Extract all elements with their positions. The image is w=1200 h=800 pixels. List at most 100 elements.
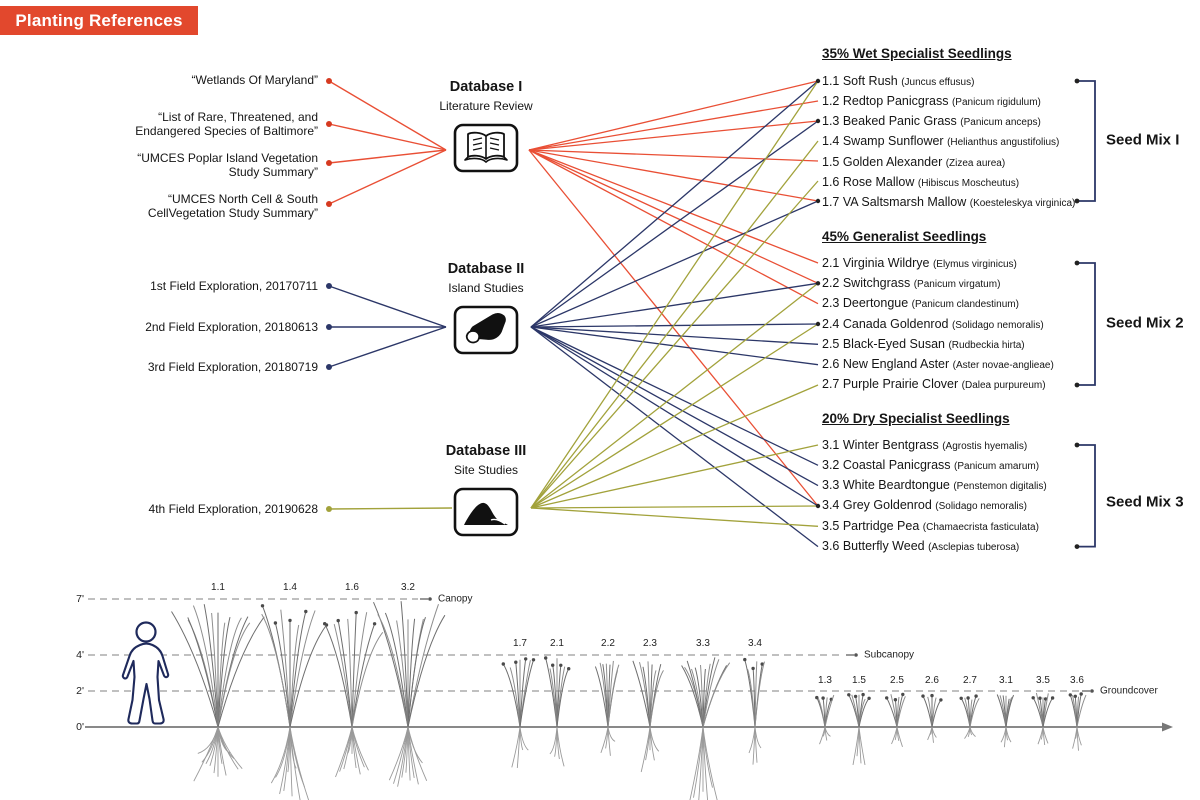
plant-illustration-3.1 (1005, 694, 1015, 728)
plant-flower (1068, 693, 1073, 697)
connection-line (530, 323, 819, 509)
plant-illustration-3.3 (702, 659, 720, 728)
plant-flower (760, 662, 764, 666)
connection-line (530, 326, 819, 366)
open-book-icon (453, 123, 519, 173)
axis-label-7ft: 7' (76, 593, 84, 605)
plant-roots-1.4 (289, 726, 310, 800)
connection-line (530, 200, 819, 328)
plant-illustration-3.2 (400, 601, 409, 728)
plant-illustration-3.6 (1076, 694, 1087, 728)
plant-illustration-2.1 (556, 668, 570, 728)
connection-line (530, 120, 819, 328)
connection-line (528, 149, 819, 284)
connection-line (528, 149, 819, 507)
plant-label-1.7: 1.7 (513, 638, 527, 649)
database-1: Database I Literature Review (396, 79, 576, 173)
plant-roots-2.2 (607, 726, 616, 742)
seedling-item-1.1: 1.1 Soft Rush (Juncus effusus) (822, 73, 975, 88)
plant-illustration-1.1 (187, 617, 219, 728)
seedling-item-3.1: 3.1 Winter Bentgrass (Agrostis hyemalis) (822, 437, 1028, 452)
connection-line (528, 100, 819, 151)
zone-label-canopy: Canopy (438, 593, 473, 605)
plant-label-3.6: 3.6 (1070, 675, 1084, 686)
plant-flower (336, 618, 340, 623)
plant-roots-1.5 (858, 726, 866, 765)
plant-label-1.3: 1.3 (818, 675, 832, 686)
plant-illustration-1.4 (289, 610, 316, 728)
plant-flower (815, 695, 819, 700)
plant-illustration-2.2 (607, 664, 620, 728)
seedling-item-2.2: 2.2 Switchgrass (Panicum virgatum) (822, 275, 1001, 290)
plant-roots-3.2 (407, 726, 423, 764)
plant-roots-2.3 (640, 726, 651, 773)
plant-illustration-3.3 (702, 665, 728, 728)
plant-flower (885, 696, 889, 700)
connection-line (530, 140, 819, 509)
seedling-item-2.4: 2.4 Canada Goldenrod (Solidago nemoralis… (822, 316, 1044, 331)
seedling-item-2.7: 2.7 Purple Prairie Clover (Dalea purpure… (822, 377, 1046, 392)
convergence-dot (815, 321, 821, 327)
plant-label-2.5: 2.5 (890, 675, 904, 686)
seedling-item-1.4: 1.4 Swamp Sunflower (Helianthus angustif… (822, 134, 1060, 149)
plant-roots-3.4 (754, 726, 762, 749)
connection-line (528, 149, 819, 305)
dry-seedlings-list: 3.1 Winter Bentgrass (Agrostis hyemalis)… (822, 435, 1100, 557)
plant-flower (974, 694, 978, 698)
plant-illustration-1.1 (171, 611, 219, 728)
connection-line (530, 444, 819, 509)
seed-mix-bracket (1078, 444, 1096, 548)
seedling-item-1.3: 1.3 Beaked Panic Grass (Panicum anceps) (822, 114, 1041, 129)
plant-roots-3.1 (1005, 726, 1012, 743)
literature-ref-1: “Wetlands Of Maryland” (191, 73, 319, 87)
plant-flower (531, 658, 536, 662)
plant-flower (893, 698, 898, 702)
plant-flower (501, 662, 505, 666)
source-dot (326, 283, 332, 289)
plant-illustration-3.5 (1042, 697, 1054, 728)
source-dot (326, 160, 332, 166)
plant-illustration-1.7 (519, 659, 534, 728)
convergence-dot (815, 503, 821, 509)
seed-mix-3-label: Seed Mix 3 (1106, 493, 1184, 511)
plant-flower (743, 657, 747, 662)
seedling-item-3.2: 3.2 Coastal Panicgrass (Panicum amarum) (822, 457, 1040, 472)
database-2-subtitle: Island Studies (448, 281, 524, 295)
generalist-seedlings-list: 2.1 Virginia Wildrye (Elymus virginicus)… (822, 253, 1100, 395)
plant-flower (1043, 697, 1048, 701)
connection-line (530, 505, 819, 509)
source-line (328, 507, 453, 510)
plant-illustration-2.3 (632, 660, 651, 728)
plant-illustration-3.2 (396, 620, 409, 728)
source-line (328, 285, 447, 328)
plant-roots-1.3 (824, 726, 831, 737)
source-dot (326, 506, 332, 512)
plant-illustration-3.2 (407, 614, 446, 728)
plant-roots-1.4 (289, 726, 305, 788)
plant-roots-1.6 (343, 726, 353, 770)
convergence-dot (815, 78, 821, 84)
plant-flower (372, 622, 377, 626)
seed-mix-1-label: Seed Mix I (1106, 131, 1180, 149)
plant-roots-2.3 (645, 726, 651, 761)
connection-line (530, 507, 819, 527)
connection-line (530, 384, 819, 509)
plant-roots-2.1 (556, 726, 565, 767)
seedling-item-3.4: 3.4 Grey Goldenrod (Solidago nemoralis) (822, 498, 1027, 513)
connection-line (530, 326, 819, 548)
plant-illustration-3.2 (384, 612, 409, 728)
plant-illustration-1.7 (519, 658, 527, 728)
plant-roots-3.5 (1042, 726, 1049, 744)
plant-flower (901, 692, 905, 697)
plant-flower (273, 621, 278, 625)
seedling-item-1.5: 1.5 Golden Alexander (Zizea aurea) (822, 154, 1006, 169)
seed-mix-2-label: Seed Mix 2 (1106, 314, 1184, 332)
plant-label-3.1: 3.1 (999, 675, 1013, 686)
seedling-item-3.6: 3.6 Butterfly Weed (Asclepias tuberosa) (822, 538, 1020, 553)
plant-flower (551, 663, 555, 667)
plant-flower (304, 609, 308, 614)
convergence-dot (815, 281, 821, 286)
plant-flower (1050, 696, 1055, 700)
plant-illustration-3.2 (373, 602, 409, 728)
